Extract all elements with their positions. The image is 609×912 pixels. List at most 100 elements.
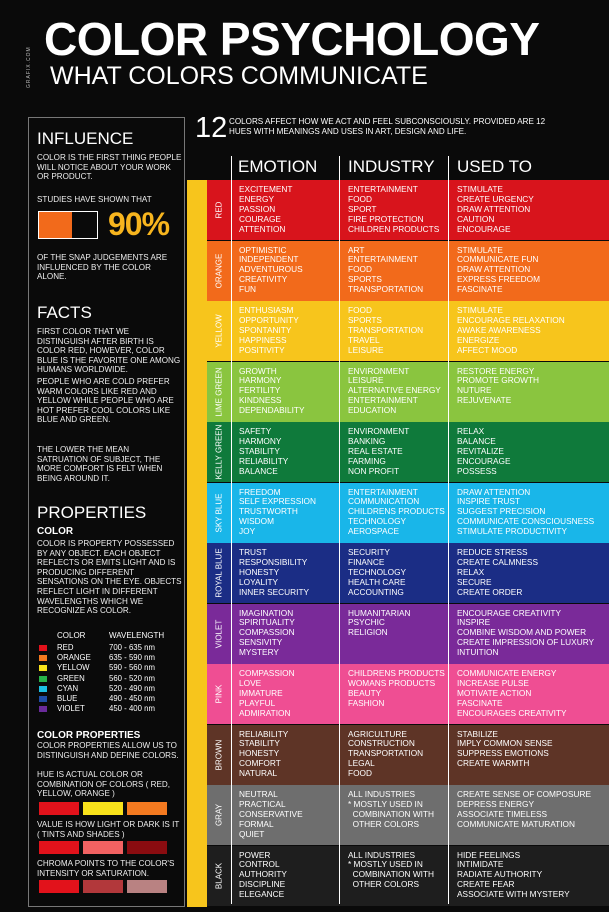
cell-line: COMFORT (239, 758, 281, 769)
cell-line: TECHNOLOGY (348, 566, 407, 577)
page-title: COLOR PSYCHOLOGY (44, 13, 540, 65)
wavelength-color-name: RED (57, 643, 74, 652)
hue-name: LIME GREEN (214, 366, 224, 417)
cell-line: FORMAL (239, 818, 274, 829)
hue-label: KELLY GREEN (207, 422, 231, 482)
hue-row: KELLY GREEN SAFETY HARMONY STABILITY RELIABI… (207, 422, 609, 482)
cell-line: STABILITY (239, 445, 280, 456)
cell-line: DRAW ATTENTION (457, 203, 531, 214)
wavelength-row: BLUE 490 - 450 nm (37, 694, 177, 704)
cell-line: RELIGION (348, 627, 388, 638)
cell-line: COURAGE (239, 213, 281, 224)
wavelength-row: RED 700 - 635 nm (37, 643, 177, 653)
cell-line: RADIATE AUTHORITY (457, 869, 543, 880)
cell-line: ENVIRONMENT (348, 365, 410, 376)
cell-line: COMPASSION (239, 627, 295, 638)
color-swatch (127, 880, 167, 893)
used-to-cell: RESTORE ENERGY PROMOTE GROWTH NUTURE REJUVE… (457, 365, 539, 407)
cell-line: * MOSTLY USED IN (348, 798, 423, 809)
cell-line: DRAW ATTENTION (457, 264, 531, 275)
cell-line: TRUST (239, 547, 267, 557)
hue-row: SKY BLUE FREEDOM SELF EXPRESSION TRUSTWORTH… (207, 482, 609, 543)
wavelength-range: 490 - 450 nm (109, 694, 155, 703)
industry-cell: HUMANITARIAN PSYCHIC RELIGION (348, 607, 411, 639)
emotion-cell: IMAGINATION SPIRITUALITY COMPASSION SENSIVI… (239, 608, 295, 659)
cell-line: REVITALIZE (457, 445, 504, 456)
cell-line: RELIABILITY (239, 728, 289, 739)
wavelength-range: 700 - 635 nm (109, 643, 155, 652)
cell-line: JOY (239, 526, 256, 537)
cell-line: CREATIVITY (239, 274, 288, 285)
hue-name: GRAY (214, 803, 224, 827)
cell-line: RELIABILITY (239, 455, 289, 466)
used-to-cell: STABILIZE IMPLY COMMON SENSE SUPPRESS EMOT… (457, 729, 553, 770)
cell-line: SECURITY (348, 547, 390, 557)
color-properties-text: COLOR PROPERTIES ALLOW US TO DISTINGUISH… (37, 741, 179, 760)
intro-text: COLORS AFFECT HOW WE ACT AND FEEL SUBCON… (229, 117, 546, 136)
cell-line: HONESTY (239, 566, 280, 577)
cell-line: RESTORE ENERGY (457, 365, 535, 376)
cell-line: CREATE URGENCY (457, 193, 534, 204)
hue-label: ORANGE (207, 241, 231, 301)
industry-cell: ENTERTAINMENT FOOD SPORT FIRE PROTECTION CHI… (348, 184, 439, 235)
influence-bar-fill (39, 212, 73, 238)
cell-line: NUTURE (457, 385, 492, 396)
cell-line: CREATE ORDER (457, 586, 523, 597)
wavelength-range: 450 - 400 nm (109, 704, 155, 714)
hue-text: HUE IS ACTUAL COLOR OR COMBINATION OF CO… (37, 770, 170, 799)
chroma-text: CHROMA POINTS TO THE COLOR'S INTENSITY O… (37, 859, 175, 878)
wavelength-color-name: VIOLET (57, 704, 85, 714)
hue-name: YELLOW (214, 314, 224, 348)
influence-text-after: OF THE SNAP JUDGEMENTS ARE INFLUENCED BY… (37, 253, 168, 282)
cell-line: CREATE SENSE OF COMPOSURE (457, 789, 591, 799)
cell-line: CREATE IMPRESSION OF LUXURY (457, 637, 595, 648)
cell-line: REAL ESTATE (348, 445, 403, 456)
cell-line: OPTIMISTIC (239, 244, 287, 255)
cell-line: ALTERNATIVE ENERGY (348, 385, 441, 396)
cell-line: FERTILITY (239, 385, 281, 396)
cell-line: PRACTICAL (239, 798, 286, 809)
cell-line: RELAX (457, 426, 485, 436)
column-divider (339, 156, 340, 904)
wavelength-head-wave: WAVELENGTH (109, 631, 165, 640)
color-swatch (127, 841, 167, 854)
cell-line: INTIMIDATE (457, 859, 504, 870)
facts-p1: FIRST COLOR THAT WE DISTINGUISH AFTER BI… (37, 327, 181, 375)
emotion-cell: ENTHUSIASM OPPORTUNITY SPONTANITY HAPPINESS… (239, 305, 299, 356)
cell-line: INSPIRE TRUST (457, 496, 521, 507)
wavelength-swatch (39, 665, 47, 672)
cell-line: FIRE PROTECTION (348, 213, 424, 224)
cell-line: CHILDRENS PRODUCTS (348, 668, 445, 678)
cell-line: DRAW ATTENTION (457, 486, 531, 497)
properties-color-text: COLOR IS PROPERTY POSSESSED BY ANY OBJEC… (37, 539, 182, 616)
emotion-cell: OPTIMISTIC INDEPENDENT ADVENTUROUS CREATIVI… (239, 244, 303, 296)
hue-label: BROWN (207, 725, 231, 785)
industry-cell: ENVIRONMENT LEISURE ALTERNATIVE ENERGY ENTE… (348, 365, 441, 417)
column-header-emotion: EMOTION (238, 157, 318, 176)
cell-line: ENCOURAGE CREATIVITY (457, 607, 562, 618)
cell-line: ENCOURAGE RELAXATION (457, 314, 565, 325)
hue-name: BROWN (214, 739, 224, 770)
cell-line: ACCOUNTING (348, 586, 404, 597)
cell-line: ADMIRATION (239, 707, 291, 718)
cell-line: OTHER COLORS (348, 818, 419, 829)
brand-mark: GRAFIX.COM (26, 46, 32, 88)
cell-line: CREATE WARMTH (457, 758, 530, 769)
cell-line: HUMANITARIAN (348, 607, 411, 618)
cell-line: GROWTH (239, 365, 277, 376)
cell-line: CAUTION (457, 213, 495, 224)
cell-line: NATURAL (239, 768, 278, 779)
cell-line: FREEDOM (239, 486, 281, 497)
cell-line: ASSOCIATE WITH MYSTERY (457, 889, 570, 900)
industry-cell: AGRICULTURE CONSTRUCTION TRANSPORTATION LEG… (348, 729, 423, 780)
industry-cell: ALL INDUSTRIES * MOSTLY USED IN COMBINATI… (348, 850, 434, 891)
cell-line: TRAVEL (348, 334, 380, 345)
influence-heading: INFLUENCE (37, 129, 134, 148)
cell-line: INTUITION (457, 647, 499, 658)
cell-line: EDUCATION (348, 405, 397, 416)
used-to-cell: ENCOURAGE CREATIVITY INSPIRE COMBINE WISDO… (457, 607, 595, 659)
cell-line: * MOSTLY USED IN (348, 859, 423, 870)
cell-line: FASHION (348, 697, 385, 708)
hue-row: PINK COMPASSION LOVE IMMATURE PLAYFUL ADMIRAT… (207, 664, 609, 724)
cell-line: SECURE (457, 576, 492, 587)
